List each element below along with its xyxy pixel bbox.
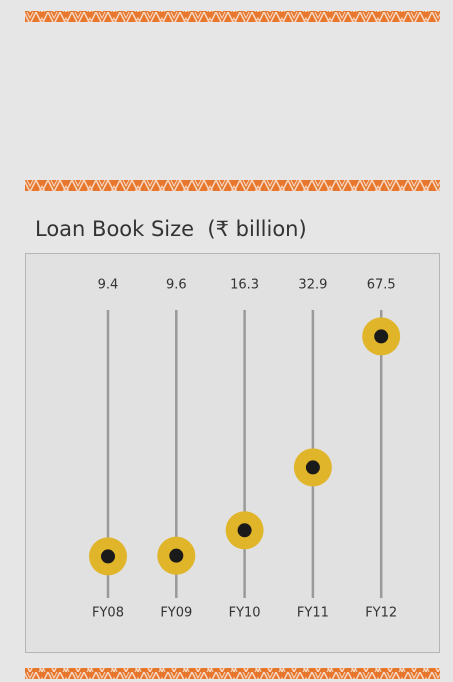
plot-frame	[25, 253, 440, 653]
decor-band	[25, 180, 440, 191]
decor-band	[25, 11, 440, 22]
x-tick-label: FY11	[297, 606, 329, 621]
dot-center	[237, 523, 252, 538]
value-label: 9.6	[166, 278, 187, 293]
dot-center	[374, 329, 389, 344]
x-tick-label: FY09	[160, 606, 192, 621]
value-label: 67.5	[367, 278, 396, 293]
dot-center	[101, 549, 115, 564]
x-tick-label: FY08	[92, 606, 124, 621]
dot-center	[305, 460, 320, 475]
x-tick-label: FY10	[229, 606, 261, 621]
value-label: 16.3	[230, 278, 259, 293]
chart-title: Loan Book Size (₹ billion)	[35, 217, 307, 241]
value-label: 9.4	[98, 278, 119, 293]
dot-center	[169, 548, 184, 563]
x-tick-label: FY12	[365, 606, 397, 621]
value-label: 32.9	[298, 278, 327, 293]
decor-band	[25, 668, 440, 679]
